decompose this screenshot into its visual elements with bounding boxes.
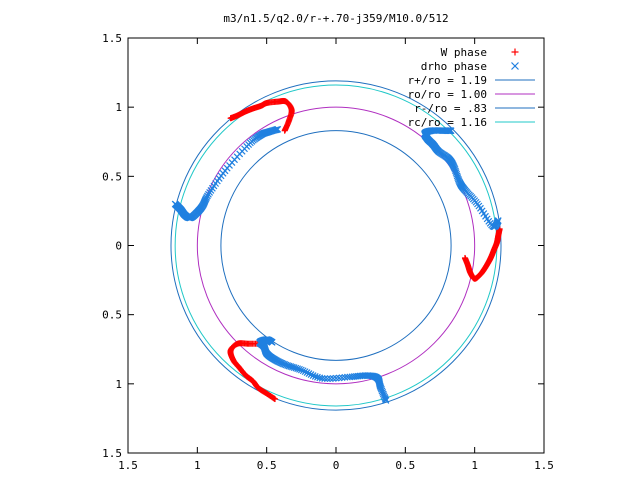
data-point [314, 373, 321, 381]
y-tick-label: 1 [115, 378, 122, 391]
y-tick-label: 0.5 [102, 309, 122, 322]
legend-item: r+/ro = 1.19 [408, 74, 535, 87]
data-point [511, 48, 519, 56]
data-point [511, 62, 519, 70]
legend-item: W phase [441, 46, 519, 59]
axis-ticks: 1.5 1 0.5 0 0.5 1 1.51.510.500.511.5 [102, 32, 554, 472]
data-point [307, 371, 315, 379]
legend-label: W phase [441, 46, 487, 59]
y-tick-label: 1.5 [102, 447, 122, 460]
data-point [461, 254, 468, 261]
legend-label: ro/ro = 1.00 [408, 88, 487, 101]
data-point [281, 127, 288, 134]
y-tick-label: 0.5 [102, 170, 122, 183]
data-point [301, 368, 309, 376]
reference-circle [196, 106, 476, 385]
data-point [299, 367, 307, 375]
data-point [305, 370, 313, 378]
data-point [323, 375, 331, 383]
data-points [171, 97, 503, 404]
legend-item: r-/ro = .83 [414, 102, 535, 115]
x-tick-label: 0.5 [395, 459, 415, 472]
data-point [341, 373, 349, 381]
legend-label: drho phase [421, 60, 487, 73]
y-tick-label: 1 [115, 101, 122, 114]
data-point [329, 375, 337, 382]
legend-label: rc/ro = 1.16 [408, 116, 487, 129]
y-tick-label: 0 [115, 240, 122, 253]
legend-item: ro/ro = 1.00 [408, 88, 535, 101]
data-point [447, 127, 455, 135]
data-point [326, 375, 334, 383]
data-point [311, 373, 319, 380]
x-tick-label: 1.5 [534, 459, 554, 472]
legend-label: r-/ro = .83 [414, 102, 487, 115]
data-point [316, 374, 324, 382]
chart-title: m3/n1.5/q2.0/r-+.70-j359/M10.0/512 [223, 12, 448, 25]
x-tick-label: 0 [333, 459, 340, 472]
series-drho-phase [171, 125, 502, 404]
data-point [344, 373, 351, 381]
data-point [297, 366, 305, 374]
legend-item: drho phase [421, 60, 519, 73]
data-point [309, 372, 317, 379]
series-w-phase [227, 97, 503, 403]
x-tick-label: 1 [194, 459, 201, 472]
reference-circle [220, 130, 452, 361]
data-point [171, 200, 179, 208]
legend-item: rc/ro = 1.16 [408, 116, 535, 129]
legend-label: r+/ro = 1.19 [408, 74, 487, 87]
x-tick-label: 0.5 [257, 459, 277, 472]
x-tick-label: 1 [471, 459, 478, 472]
data-point [268, 338, 276, 346]
y-tick-label: 1.5 [102, 32, 122, 45]
x-tick-label: 1.5 [118, 459, 138, 472]
reference-circle [170, 80, 502, 411]
data-point [303, 369, 311, 377]
